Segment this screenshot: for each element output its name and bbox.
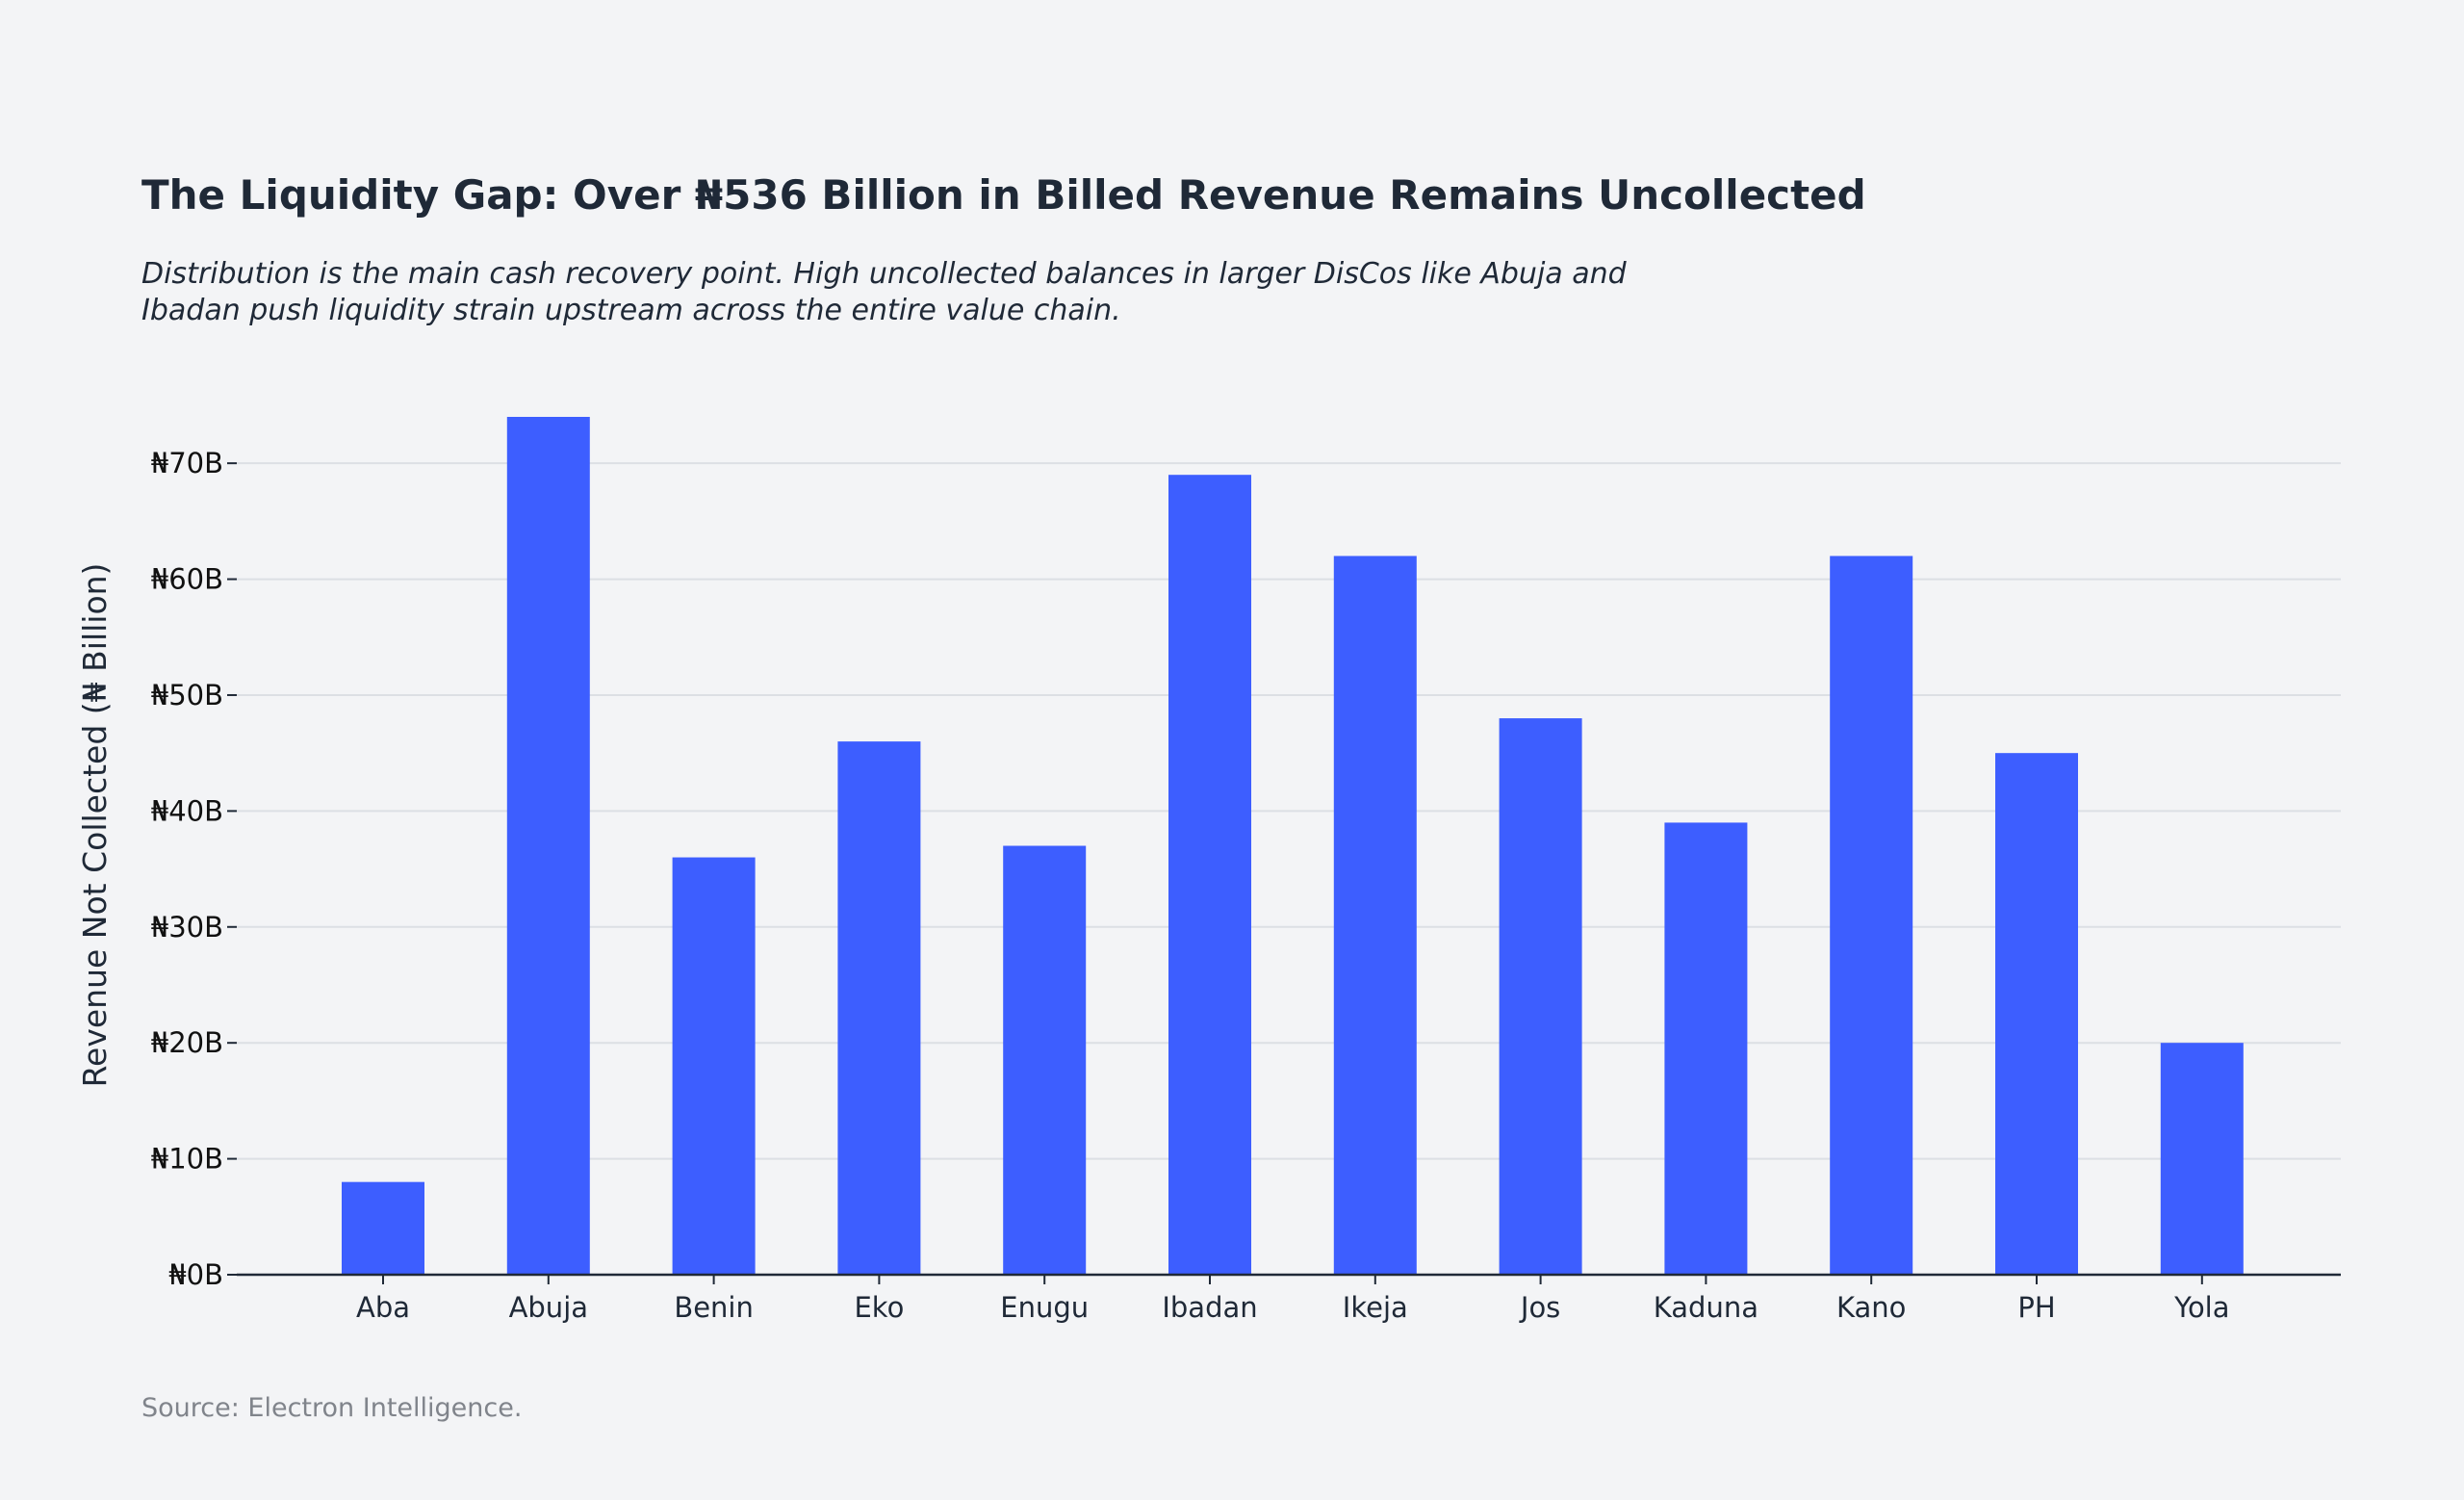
x-tick-label-kano: Kano [1836,1291,1906,1324]
bar-ibadan [1168,475,1251,1275]
subtitle-line-2: Ibadan push liquidity strain upstream ac… [141,294,1121,327]
y-tick-label-60: ₦60B [151,563,223,596]
axes [227,462,2341,1284]
y-tick-label-0: ₦0B [168,1258,223,1291]
source-note: Source: Electron Intelligence. [141,1393,523,1423]
bar-abuja [506,417,590,1275]
x-tick-label-ikeja: Ikeja [1343,1291,1408,1324]
bar-jos [1499,718,1582,1275]
y-tick-label-70: ₦70B [151,447,223,479]
tick-labels: ₦0B ₦10B ₦20B ₦30B ₦40B ₦50B ₦60B ₦70B Aba Abuja B… [151,447,2230,1324]
y-axis-title: Revenue Not Collected (₦ Billion) [76,563,114,1088]
bar-aba [342,1181,424,1275]
y-tick-label-10: ₦10B [151,1143,223,1176]
chart-subtitle: Distribution is the main cash recovery p… [141,256,1778,329]
y-tick-label-40: ₦40B [151,794,223,827]
bar-enugu [1003,845,1087,1275]
x-tick-label-ph: PH [2017,1291,2055,1324]
x-tick-label-kaduna: Kaduna [1654,1291,1758,1324]
x-tick-label-jos: Jos [1519,1291,1560,1324]
bar-kano [1830,556,1913,1275]
x-tick-label-abuja: Abuja [509,1291,588,1324]
bar-yola [2160,1043,2244,1275]
y-tick-label-50: ₦50B [151,679,223,711]
x-tick-label-enugu: Enugu [1000,1291,1089,1324]
y-tick-label-20: ₦20B [151,1026,223,1059]
bar-kaduna [1664,822,1748,1275]
bars [342,417,2244,1275]
bar-ph [1995,753,2078,1275]
x-tick-label-aba: Aba [356,1291,410,1324]
bar-benin [672,857,756,1275]
x-tick-label-ibadan: Ibadan [1162,1291,1257,1324]
subtitle-line-1: Distribution is the main cash recovery p… [141,257,1627,291]
y-tick-label-30: ₦30B [151,911,223,944]
x-tick-label-benin: Benin [674,1291,754,1324]
chart-title: The Liquidity Gap: Over ₦536 Billion in … [141,171,1866,219]
x-tick-label-yola: Yola [2173,1291,2229,1324]
bar-ikeja [1333,556,1417,1275]
bar-eko [837,741,921,1275]
x-tick-label-eko: Eko [854,1291,904,1324]
